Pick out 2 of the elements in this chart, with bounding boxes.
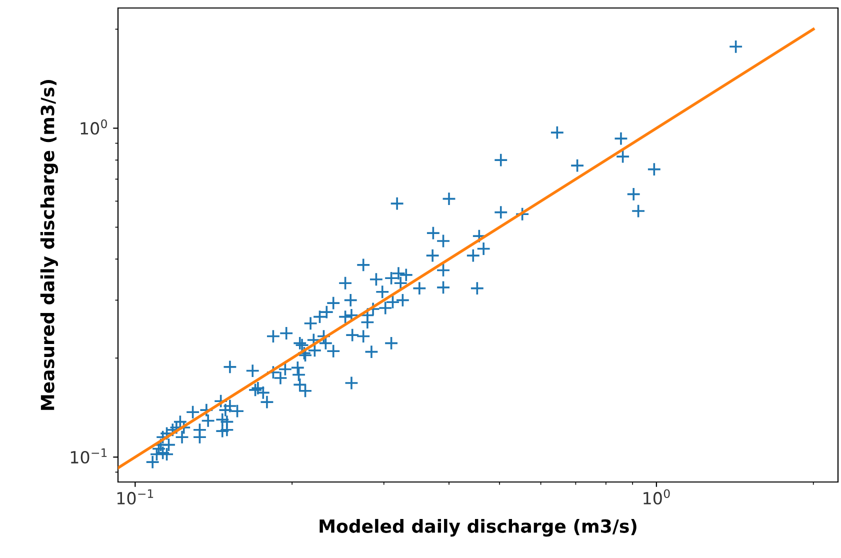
y-axis-title: Measured daily discharge (m3/s)	[40, 80, 58, 410]
x-axis-title: Modeled daily discharge (m3/s)	[320, 518, 636, 537]
